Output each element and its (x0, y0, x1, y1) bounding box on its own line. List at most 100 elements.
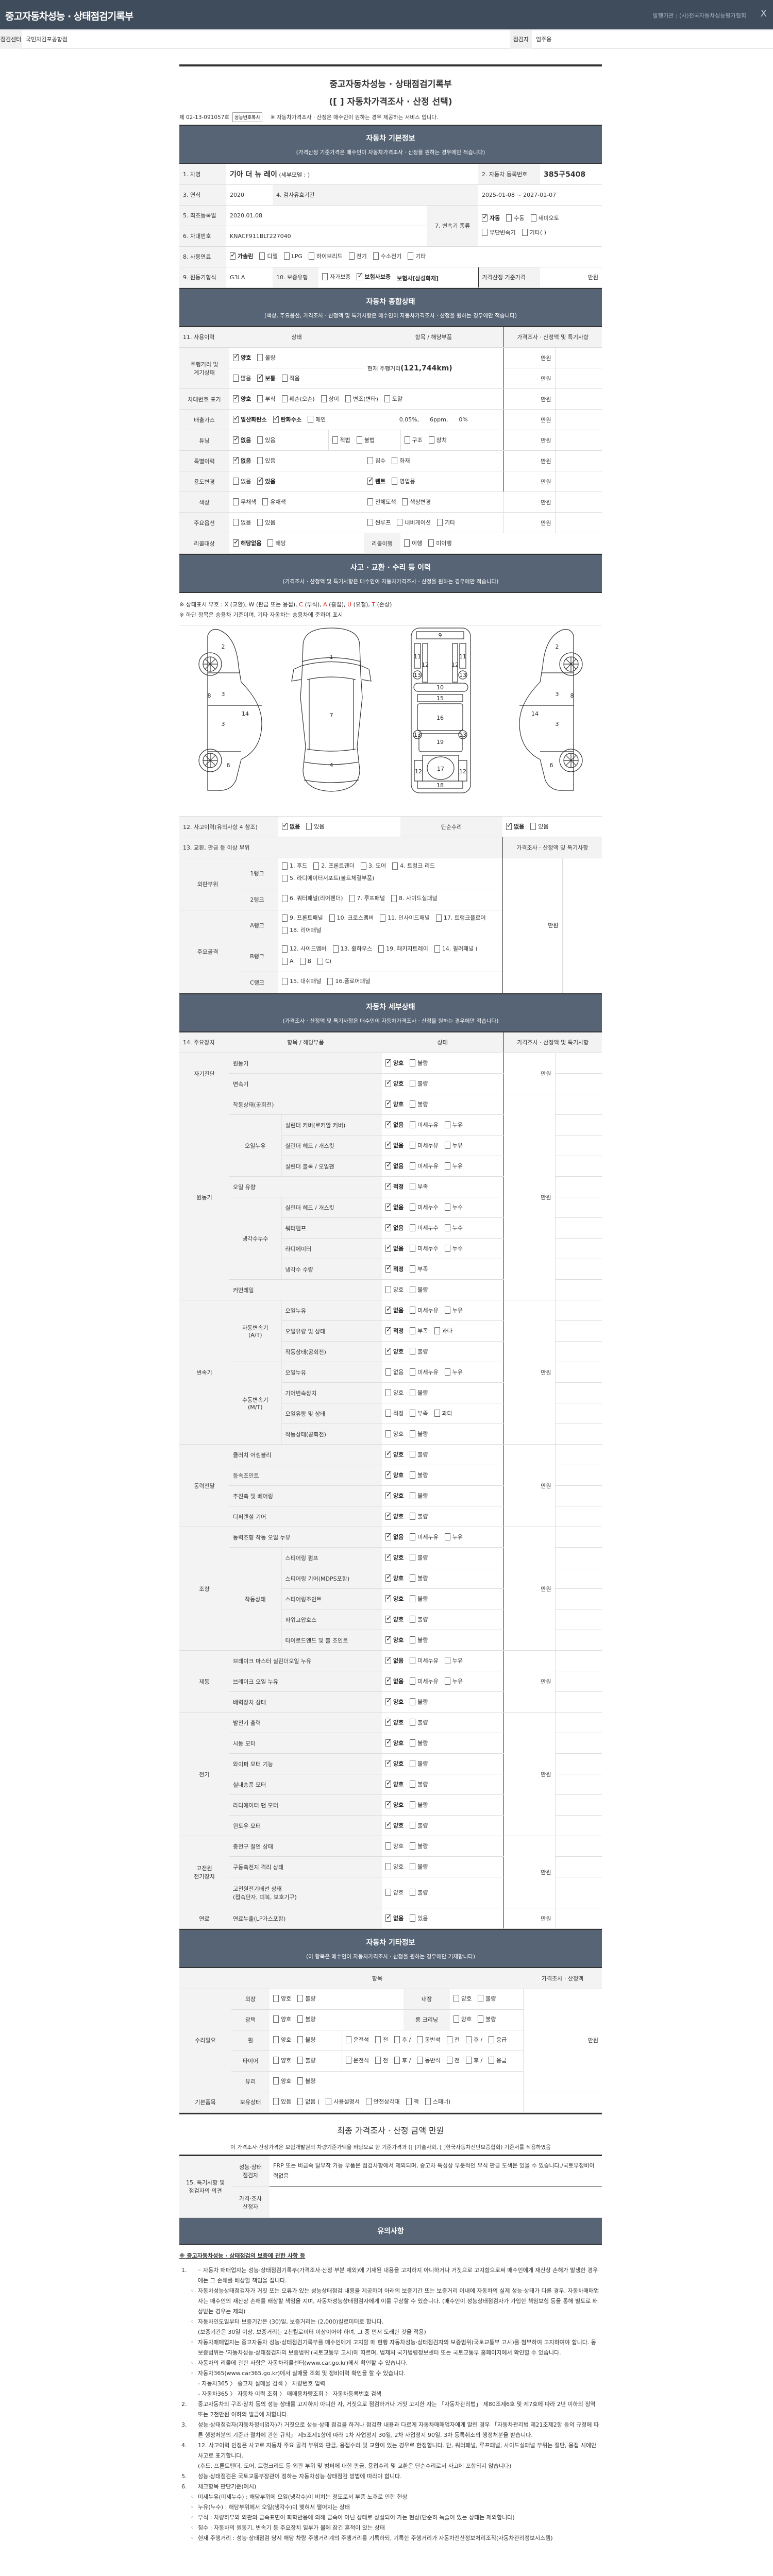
checkbox-option[interactable]: 탄화수소 (273, 415, 301, 423)
checkbox-option[interactable]: 양호 (385, 1058, 404, 1067)
checkbox-empty-icon[interactable] (394, 2057, 400, 2064)
checkbox-option[interactable]: 없음 (506, 822, 524, 831)
checkbox-option[interactable]: 기타 (408, 252, 426, 260)
checkbox-checked-icon[interactable] (385, 1058, 392, 1066)
checkbox-option[interactable]: 없음 (282, 822, 300, 831)
checkbox-empty-icon[interactable] (380, 914, 386, 922)
checkbox-option[interactable]: 후 / (394, 2056, 411, 2064)
checkbox-option[interactable]: 누유 (444, 1677, 463, 1685)
checkbox-empty-icon[interactable] (434, 945, 440, 953)
checkbox-option[interactable]: 운전석 (345, 2056, 369, 2064)
checkbox-option[interactable]: 불량 (410, 1471, 428, 1479)
checkbox-option[interactable]: 부족 (410, 1265, 428, 1273)
checkbox-empty-icon[interactable] (267, 539, 274, 547)
checkbox-empty-icon[interactable] (385, 1409, 392, 1417)
checkbox-empty-icon[interactable] (410, 1533, 416, 1540)
checkbox-option[interactable]: 해당없음 (233, 538, 261, 547)
checkbox-checked-icon[interactable] (282, 822, 288, 830)
checkbox-empty-icon[interactable] (326, 2098, 332, 2105)
checkbox-empty-icon[interactable] (410, 1801, 416, 1808)
checkbox-option[interactable]: 기타( ) (522, 228, 546, 236)
checkbox-empty-icon[interactable] (410, 1162, 416, 1170)
checkbox-option[interactable]: 없음 (385, 1306, 404, 1314)
checkbox-empty-icon[interactable] (365, 2098, 372, 2105)
checkbox-option[interactable]: 있음 (257, 477, 276, 485)
checkbox-option[interactable]: 6. 쿼터패널(리어펜더) (282, 893, 343, 904)
checkbox-checked-icon[interactable] (357, 272, 363, 280)
checkbox-empty-icon[interactable] (410, 1100, 416, 1108)
checkbox-checked-icon[interactable] (273, 415, 279, 423)
checkbox-checked-icon[interactable] (385, 1491, 392, 1499)
checkbox-option[interactable]: 불량 (297, 2056, 316, 2064)
checkbox-empty-icon[interactable] (506, 214, 512, 222)
checkbox-checked-icon[interactable] (385, 1821, 392, 1829)
checkbox-empty-icon[interactable] (321, 395, 327, 402)
checkbox-checked-icon[interactable] (385, 1594, 392, 1602)
checkbox-option[interactable]: 양호 (273, 2036, 291, 2044)
checkbox-option[interactable]: 있음 (257, 436, 276, 444)
checkbox-option[interactable]: 매연 (308, 415, 326, 423)
checkbox-option[interactable]: 10. 크로스멤버 (329, 913, 374, 923)
checkbox-option[interactable]: 9. 프론트패널 (282, 913, 323, 923)
checkbox-checked-icon[interactable] (385, 1120, 392, 1128)
checkbox-option[interactable]: 불량 (297, 2077, 316, 2085)
checkbox-empty-icon[interactable] (273, 2057, 279, 2064)
checkbox-option[interactable]: 부식 (257, 395, 276, 403)
checkbox-option[interactable]: 후 / (465, 2036, 482, 2044)
checkbox-option[interactable]: 불량 (410, 1698, 428, 1706)
checkbox-empty-icon[interactable] (375, 2036, 381, 2043)
checkbox-option[interactable]: 내비게이션 (397, 518, 431, 527)
checkbox-option[interactable]: 이행 (404, 539, 422, 547)
checkbox-option[interactable]: 양호 (385, 1450, 404, 1459)
checkbox-empty-icon[interactable] (410, 1821, 416, 1829)
checkbox-option[interactable]: 양호 (273, 2077, 291, 2085)
checkbox-option[interactable]: LPG (283, 252, 303, 260)
checkbox-empty-icon[interactable] (410, 1203, 416, 1211)
checkbox-option[interactable]: 유채색 (262, 498, 286, 506)
checkbox-option[interactable]: 적법 (332, 436, 350, 444)
checkbox-option[interactable]: 사용설명서 (326, 2097, 360, 2106)
checkbox-option[interactable]: 화재 (392, 456, 410, 465)
checkbox-option[interactable]: 불량 (410, 1888, 428, 1896)
checkbox-empty-icon[interactable] (410, 1368, 416, 1376)
checkbox-option[interactable]: 도말 (384, 395, 402, 403)
checkbox-option[interactable]: 없음 (233, 518, 251, 527)
checkbox-option[interactable]: 불량 (410, 1430, 428, 1438)
checkbox-empty-icon[interactable] (282, 945, 288, 953)
checkbox-empty-icon[interactable] (410, 1347, 416, 1355)
checkbox-empty-icon[interactable] (446, 2057, 452, 2064)
checkbox-option[interactable]: 있음 (410, 1914, 428, 1922)
checkbox-empty-icon[interactable] (410, 1636, 416, 1643)
checkbox-option[interactable]: 잭 (406, 2097, 419, 2106)
checkbox-option[interactable]: 불량 (257, 353, 276, 362)
checkbox-option[interactable]: 불량 (410, 1512, 428, 1520)
checkbox-empty-icon[interactable] (262, 498, 268, 505)
checkbox-option[interactable]: 무단변속기 (482, 228, 516, 236)
checkbox-option[interactable]: 수소전기 (373, 252, 401, 260)
checkbox-empty-icon[interactable] (297, 2057, 304, 2064)
checkbox-checked-icon[interactable] (385, 1182, 392, 1190)
checkbox-empty-icon[interactable] (367, 518, 373, 526)
checkbox-empty-icon[interactable] (410, 1409, 416, 1417)
checkbox-empty-icon[interactable] (273, 2015, 279, 2023)
checkbox-empty-icon[interactable] (410, 1512, 416, 1520)
checkbox-option[interactable]: 불량 (410, 1492, 428, 1500)
checkbox-empty-icon[interactable] (322, 273, 328, 280)
checkbox-option[interactable]: 일산화탄소 (233, 415, 267, 423)
checkbox-empty-icon[interactable] (345, 2036, 351, 2043)
checkbox-option[interactable]: 있음 (306, 822, 325, 831)
checkbox-empty-icon[interactable] (428, 539, 434, 547)
checkbox-option[interactable]: 양호 (385, 1718, 404, 1726)
checkbox-option[interactable]: 18. 리어패널 (282, 925, 321, 936)
checkbox-empty-icon[interactable] (435, 914, 442, 922)
checkbox-checked-icon[interactable] (385, 1532, 392, 1540)
checkbox-empty-icon[interactable] (530, 822, 536, 830)
checkbox-checked-icon[interactable] (385, 1326, 392, 1334)
checkbox-option[interactable]: 불량 (410, 1821, 428, 1829)
checkbox-checked-icon[interactable] (385, 1738, 392, 1747)
checkbox-checked-icon[interactable] (385, 1676, 392, 1685)
checkbox-empty-icon[interactable] (410, 1656, 416, 1664)
checkbox-option[interactable]: 양호 (385, 1553, 404, 1562)
checkbox-option[interactable]: 미세누수 (410, 1244, 439, 1252)
checkbox-empty-icon[interactable] (410, 1492, 416, 1499)
